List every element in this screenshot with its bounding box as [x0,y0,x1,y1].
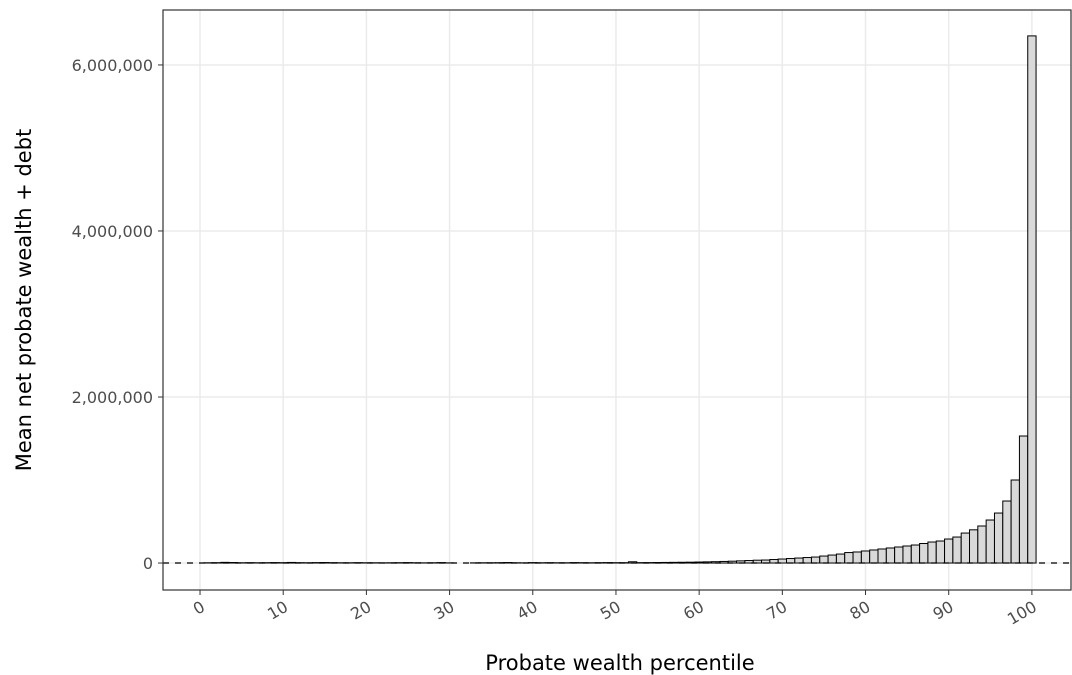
y-tick-label: 2,000,000 [72,388,153,407]
bar [927,541,937,564]
bar [794,557,804,564]
x-tick-label: 100 [1004,597,1040,629]
bar [1010,479,1020,564]
bar [1027,35,1037,564]
bar [960,532,971,564]
x-tick-label: 70 [763,597,790,624]
bar [993,512,1004,564]
bar [827,554,837,564]
bar [785,558,796,564]
x-tick-label: 40 [514,597,541,624]
bar [844,552,854,564]
panel-border [162,9,1072,591]
bar [1018,435,1029,564]
bar [977,525,987,564]
y-tick-label: 6,000,000 [72,56,153,75]
bar [952,536,962,564]
bar [877,548,887,564]
bar [835,553,846,564]
y-tick-label: 4,000,000 [72,222,153,241]
bar [944,538,954,564]
x-tick-label: 10 [264,597,291,624]
bar [910,544,921,564]
x-tick-label: 30 [430,597,457,624]
bar [802,557,812,564]
x-tick-label: 90 [930,597,957,624]
x-tick-label: 0 [190,597,208,619]
y-axis-title: Mean net probate wealth + debt [12,129,36,472]
bar [894,546,904,564]
bar [869,549,879,564]
bar [935,540,946,564]
x-tick-label: 20 [347,597,374,624]
x-tick-label: 80 [846,597,873,624]
bar [985,519,995,564]
bar [902,545,912,564]
x-tick-label: 60 [680,597,707,624]
bar [919,543,929,564]
x-axis-title: Probate wealth percentile [485,651,754,675]
bar [860,550,871,564]
bar [852,551,862,564]
y-tick-label: 0 [143,554,153,573]
bar [885,547,896,564]
bar [819,555,829,564]
bar [810,556,821,564]
bar [969,529,979,564]
x-tick-label: 50 [597,597,624,624]
bar [1002,500,1012,564]
